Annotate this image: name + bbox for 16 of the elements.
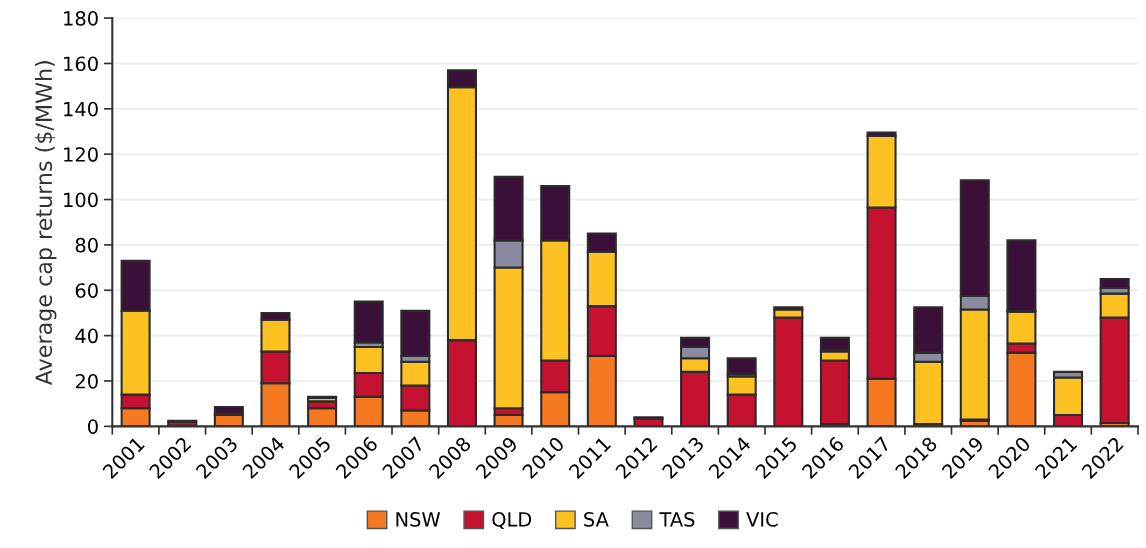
legend-label: SA: [584, 512, 609, 527]
y-tick-label: 20: [75, 373, 98, 389]
legend-label: TAS: [659, 512, 695, 527]
legend-label: QLD: [492, 512, 532, 529]
y-tick-label: 100: [64, 192, 98, 208]
y-tick-label: 120: [64, 147, 98, 162]
y-tick-label: 180: [64, 11, 98, 26]
y-tick-label: 0: [88, 419, 98, 435]
y-tick-label: 80: [75, 237, 98, 253]
legend-label: VIC: [746, 512, 778, 527]
legend-label: NSW: [396, 512, 441, 527]
y-axis-title: Average cap returns ($/MWh): [34, 61, 57, 386]
y-tick-label: 160: [64, 56, 98, 72]
y-tick-label: 60: [75, 283, 98, 298]
y-tick-label: 40: [75, 328, 98, 344]
y-tick-label: 140: [64, 101, 98, 117]
